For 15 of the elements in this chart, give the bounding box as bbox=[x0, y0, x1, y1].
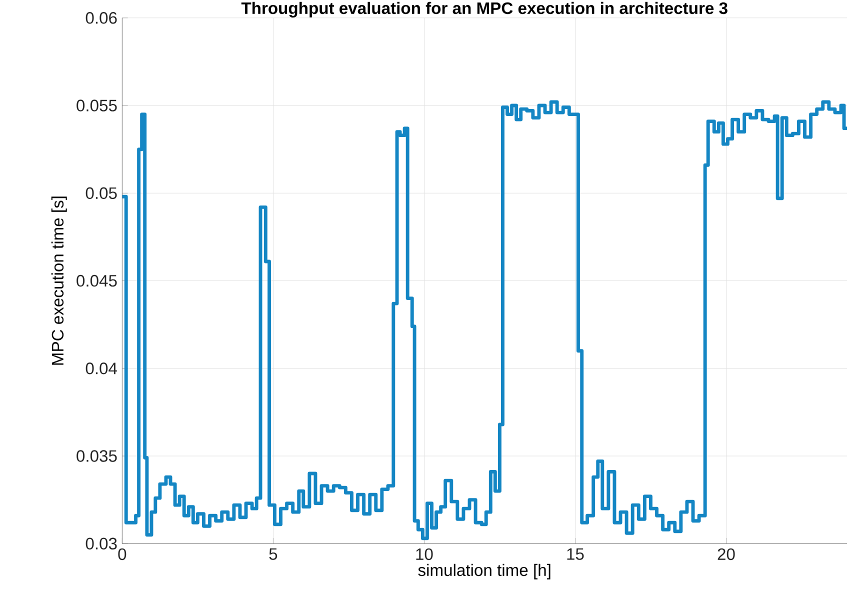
y-tick-label: 0.05 bbox=[86, 187, 117, 199]
x-tick-label: 10 bbox=[416, 548, 433, 560]
y-tick-label: 0.035 bbox=[76, 450, 117, 462]
chart-title: Throughput evaluation for an MPC execution in architecture 3 bbox=[241, 2, 728, 18]
y-tick-label: 0.06 bbox=[86, 12, 117, 24]
x-tick-label: 20 bbox=[718, 548, 735, 560]
y-tick-label: 0.045 bbox=[76, 274, 117, 286]
y-tick-label: 0.04 bbox=[86, 362, 118, 374]
x-tick-label: 5 bbox=[269, 548, 278, 560]
x-tick-label: 0 bbox=[118, 548, 126, 560]
x-tick-label: 15 bbox=[567, 548, 584, 560]
x-axis-title: simulation time [h] bbox=[418, 564, 550, 580]
y-tick-label: 0.03 bbox=[86, 538, 117, 550]
y-tick-label: 0.055 bbox=[76, 100, 117, 112]
y-axis-title: MPC execution time [s] bbox=[51, 196, 67, 365]
